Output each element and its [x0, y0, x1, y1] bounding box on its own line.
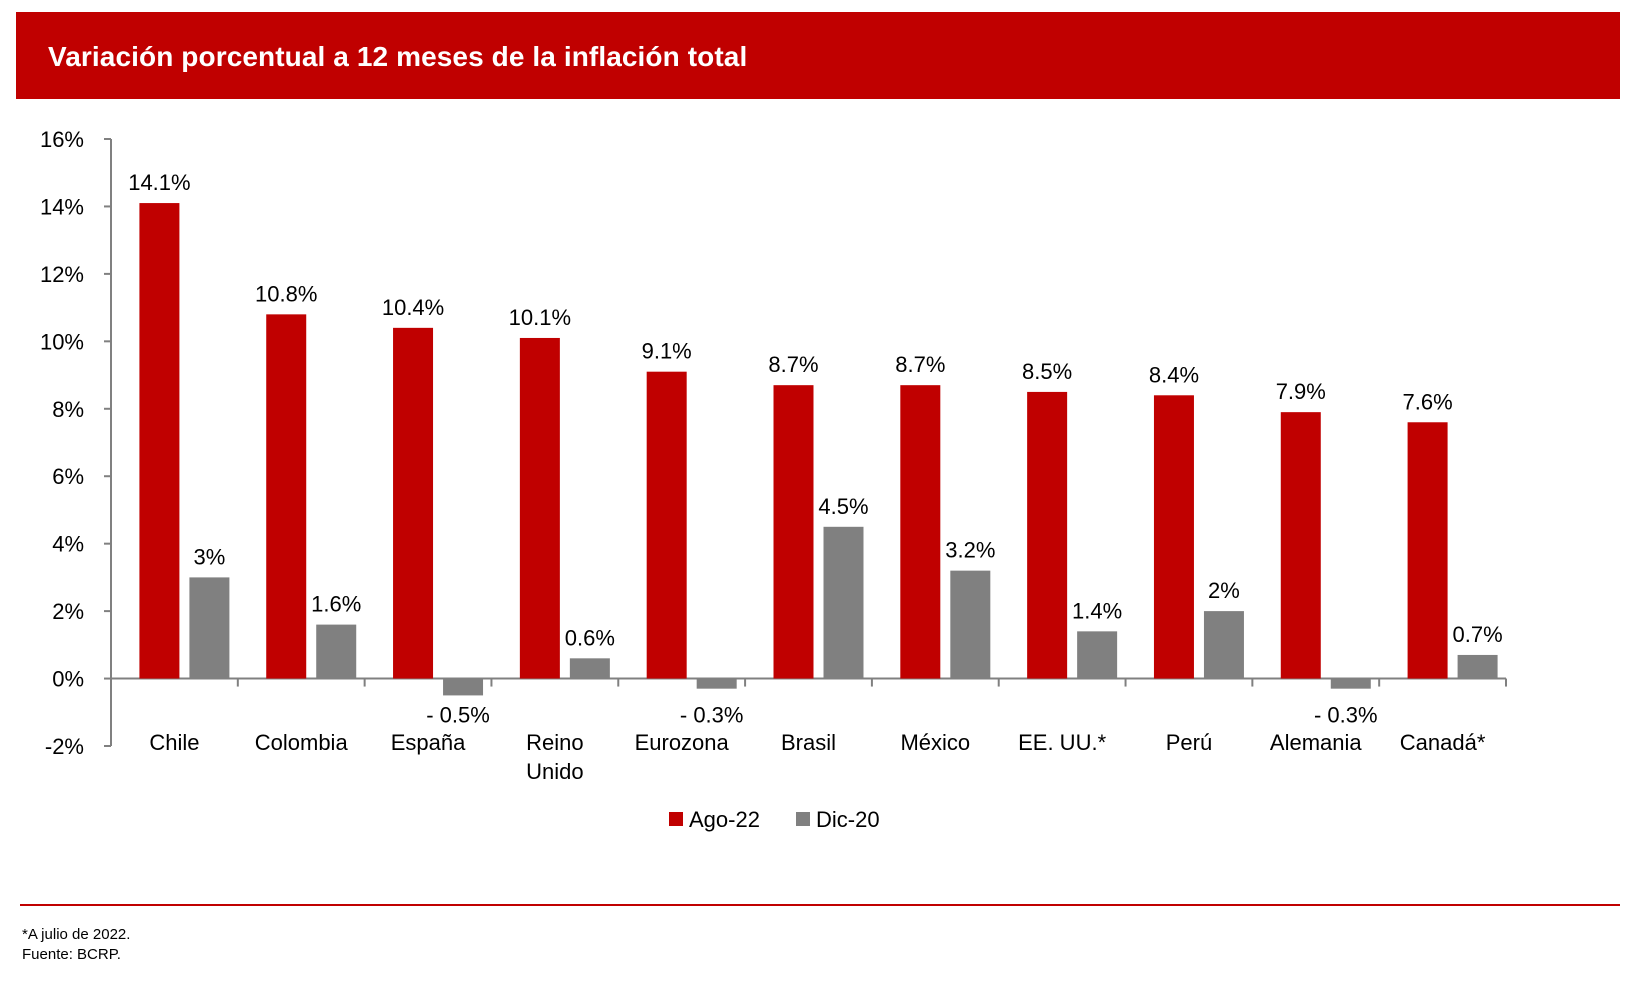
- data-label-ago22: 14.1%: [128, 170, 190, 195]
- bar-dic20: [950, 570, 991, 679]
- data-label-dic20: - 0.5%: [426, 702, 490, 727]
- y-tick-label: 16%: [40, 127, 84, 152]
- data-label-dic20: 0.6%: [565, 625, 615, 650]
- bar-chart: 16% 14% 12% 10% 8% 6% 4% 2% 0% -2% 14.1% 10.8% 10.4%…: [40, 127, 1507, 832]
- data-label-dic20: 2%: [1208, 578, 1240, 603]
- data-label-dic20: - 0.3%: [1314, 702, 1378, 727]
- bar-ago22: [393, 327, 434, 679]
- legend-swatch-ago22: [669, 812, 683, 826]
- category-label: Perú: [1166, 730, 1212, 755]
- bar-ago22: [1027, 391, 1068, 679]
- category-label: Eurozona: [635, 730, 730, 755]
- bar-ago22: [1280, 412, 1321, 679]
- category-label: Unido: [526, 759, 583, 784]
- bar-dic20: [316, 624, 357, 679]
- data-label-dic20: 3%: [194, 544, 226, 569]
- y-tick-label: 2%: [52, 599, 84, 624]
- data-label-dic20: - 0.3%: [680, 702, 744, 727]
- data-label-ago22: 8.7%: [895, 352, 945, 377]
- category-label: EE. UU.*: [1018, 730, 1106, 755]
- bar-ago22: [139, 203, 180, 679]
- bar-ago22: [266, 314, 307, 679]
- data-label-dic20: 4.5%: [818, 494, 868, 519]
- data-label-dic20: 1.6%: [311, 592, 361, 617]
- data-label-ago22: 7.6%: [1403, 389, 1453, 414]
- category-label: México: [900, 730, 970, 755]
- y-tick-label: 10%: [40, 329, 84, 354]
- bar-ago22: [1153, 395, 1194, 679]
- y-tick-label: -2%: [45, 734, 84, 759]
- y-tick-label: 14%: [40, 194, 84, 219]
- bar-ago22: [773, 385, 814, 679]
- bar-dic20: [569, 658, 610, 679]
- category-label: Chile: [149, 730, 199, 755]
- title-bar: Variación porcentual a 12 meses de la in…: [16, 12, 1620, 99]
- data-label-ago22: 8.7%: [768, 352, 818, 377]
- bar-dic20: [696, 678, 737, 689]
- y-tick-label: 8%: [52, 397, 84, 422]
- footer-divider: [20, 904, 1620, 906]
- bar-ago22: [900, 385, 941, 679]
- y-tick-label: 4%: [52, 532, 84, 557]
- y-tick-label: 12%: [40, 262, 84, 287]
- category-label: Colombia: [255, 730, 349, 755]
- data-label-ago22: 7.9%: [1276, 379, 1326, 404]
- data-label-ago22: 10.8%: [255, 281, 317, 306]
- bar-dic20: [1203, 611, 1244, 679]
- bar-dic20: [1457, 654, 1498, 679]
- bar-dic20: [189, 577, 230, 679]
- y-tick-label: 6%: [52, 464, 84, 489]
- category-label: Canadá*: [1400, 730, 1486, 755]
- bar-dic20: [1077, 631, 1118, 679]
- source-note: Fuente: BCRP.: [22, 946, 121, 963]
- data-label-dic20: 1.4%: [1072, 598, 1122, 623]
- footnote: *A julio de 2022.: [22, 926, 131, 943]
- bar-dic20: [1330, 678, 1371, 689]
- data-label-ago22: 9.1%: [642, 339, 692, 364]
- bar-dic20: [443, 678, 484, 696]
- bar-ago22: [646, 371, 687, 679]
- category-label: Brasil: [781, 730, 836, 755]
- category-label: España: [391, 730, 466, 755]
- chart-title: Variación porcentual a 12 meses de la in…: [48, 41, 748, 72]
- bar-ago22: [519, 337, 560, 679]
- data-label-ago22: 10.1%: [509, 305, 571, 330]
- category-label: Alemania: [1270, 730, 1362, 755]
- bar-dic20: [823, 526, 864, 679]
- legend-swatch-dic20: [796, 812, 810, 826]
- data-label-ago22: 8.4%: [1149, 362, 1199, 387]
- data-label-dic20: 3.2%: [945, 538, 995, 563]
- category-label: Reino: [526, 730, 583, 755]
- legend-label-ago22: Ago-22: [689, 807, 760, 832]
- data-label-ago22: 8.5%: [1022, 359, 1072, 384]
- legend-label-dic20: Dic-20: [816, 807, 880, 832]
- bar-ago22: [1407, 422, 1448, 679]
- y-tick-label: 0%: [52, 667, 84, 692]
- data-label-ago22: 10.4%: [382, 295, 444, 320]
- data-label-dic20: 0.7%: [1453, 622, 1503, 647]
